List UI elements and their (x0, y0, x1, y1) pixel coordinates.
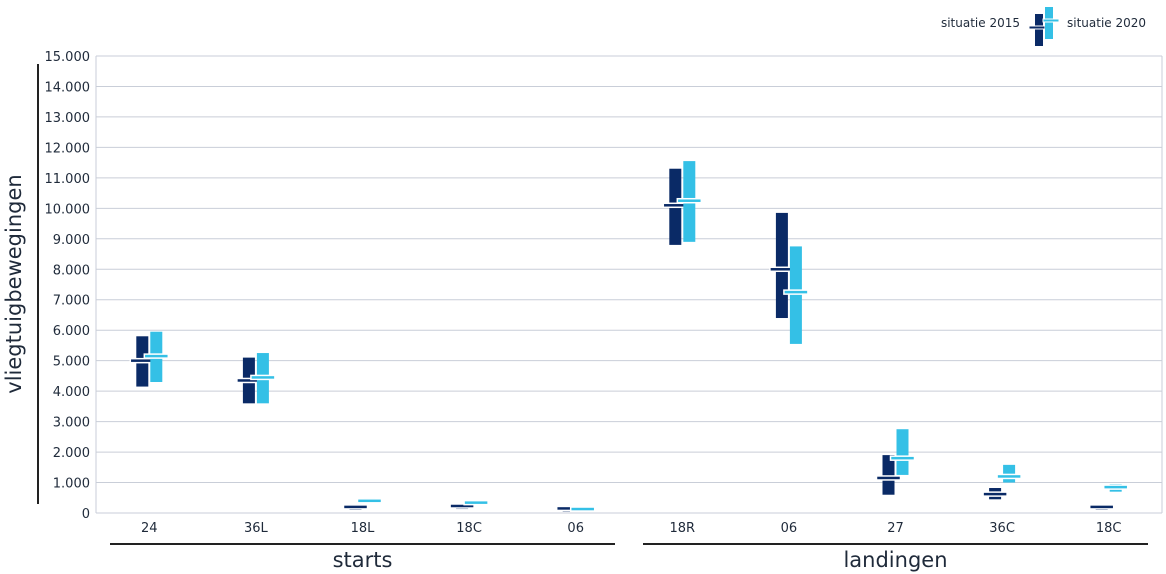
x-category-label: 18C (456, 521, 482, 536)
group-labels: starts landingen (110, 543, 1148, 572)
y-tick-label: 4.000 (53, 385, 90, 400)
x-category-label: 24 (141, 521, 158, 536)
y-tick-label: 0 (82, 507, 90, 522)
median-marker (889, 455, 916, 461)
median-marker (1102, 484, 1129, 490)
x-category-label: 06 (567, 521, 584, 536)
range-bars (129, 161, 1129, 512)
range-bar (882, 455, 895, 495)
legend-marker-2020 (1042, 18, 1060, 23)
y-tick-label: 5.000 (53, 355, 90, 370)
legend-marker-2015 (1028, 25, 1046, 30)
range-bar (789, 246, 802, 344)
x-category-label: 36C (989, 521, 1015, 536)
y-tick-label: 1.000 (53, 477, 90, 492)
median-marker (982, 491, 1008, 497)
group-label: landingen (843, 548, 947, 572)
legend-swatch-2020 (1045, 7, 1053, 39)
x-category-label: 36L (244, 521, 269, 536)
x-category-labels: 24 36L 18L 18C 06 18R 06 27 36C 18C (141, 521, 1121, 536)
median-marker (875, 475, 902, 481)
median-marker (356, 498, 383, 504)
legend-label-2020: situatie 2020 (1067, 16, 1146, 30)
y-tick-label: 7.000 (53, 294, 90, 309)
x-category-label: 27 (887, 521, 904, 536)
median-marker (996, 473, 1022, 480)
y-tick-label: 6.000 (53, 324, 90, 339)
y-tick-labels: 0 1.000 2.000 3.000 4.000 5.000 6.000 7.000 8.00… (45, 50, 91, 522)
x-category-label: 18C (1096, 521, 1122, 536)
median-marker (143, 353, 170, 359)
y-tick-label: 9.000 (53, 233, 90, 248)
median-marker (250, 374, 276, 381)
group-label: starts (333, 548, 393, 572)
median-marker (1088, 504, 1115, 510)
y-tick-label: 10.000 (45, 202, 91, 217)
y-tick-label: 12.000 (45, 141, 91, 156)
median-marker (449, 503, 475, 509)
y-tick-label: 3.000 (53, 416, 90, 431)
legend-swatch-2015 (1035, 14, 1043, 46)
y-axis-label: vliegtuigbewegingen (2, 174, 26, 393)
y-tick-label: 8.000 (53, 263, 90, 278)
range-bar (775, 212, 788, 319)
y-tick-label: 13.000 (45, 111, 91, 126)
median-marker (463, 499, 489, 506)
legend-label-2015: situatie 2015 (941, 16, 1020, 30)
y-tick-label: 15.000 (45, 50, 91, 65)
median-marker (783, 289, 809, 295)
y-tick-label: 2.000 (53, 446, 90, 461)
y-tick-label: 14.000 (45, 80, 91, 95)
median-marker (342, 504, 369, 510)
x-category-label: 18L (351, 521, 376, 536)
gridlines (95, 55, 1163, 514)
y-tick-label: 11.000 (45, 172, 91, 187)
median-marker (676, 197, 703, 204)
x-category-label: 06 (781, 521, 798, 536)
median-marker (569, 506, 596, 512)
legend: situatie 2015 situatie 2020 (941, 7, 1146, 46)
range-bar (896, 429, 909, 475)
x-category-label: 18R (670, 521, 696, 536)
